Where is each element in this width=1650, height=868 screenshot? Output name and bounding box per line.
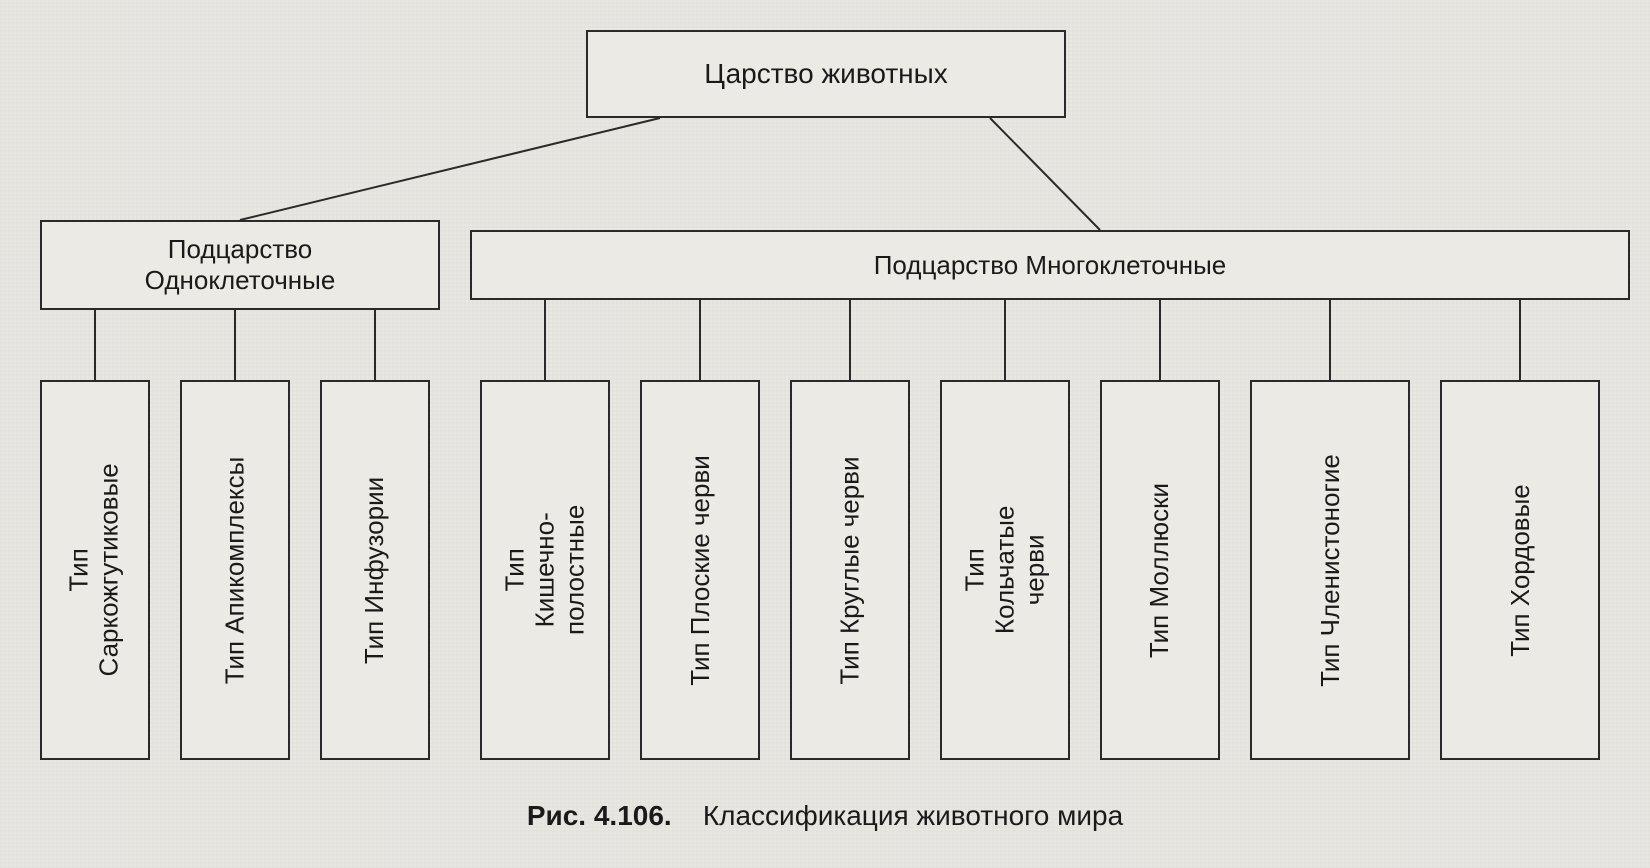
phylum-node: Тип Апикомплексы [180, 380, 290, 760]
phylum-node: Тип Хордовые [1440, 380, 1600, 760]
phylum-label: Тип Членистоногие [1315, 454, 1346, 687]
phylum-node: Тип Кишечно-полостные [480, 380, 610, 760]
figure-caption: Рис. 4.106. Классификация животного мира [0, 800, 1650, 832]
phylum-node: Тип Инфузории [320, 380, 430, 760]
phylum-label: Тип Плоские черви [685, 455, 716, 686]
phylum-label: ТипСаркожгутиковые [65, 463, 125, 676]
subkingdom-node-unicellular: ПодцарствоОдноклеточные [40, 220, 440, 310]
phylum-label: Тип Апикомплексы [220, 456, 251, 684]
phylum-node: ТипСаркожгутиковые [40, 380, 150, 760]
subkingdom-label: Подцарство Многоклеточные [874, 250, 1227, 281]
phylum-label: Тип Кишечно-полостные [500, 505, 590, 635]
root-label: Царство животных [704, 58, 948, 90]
caption-prefix: Рис. 4.106. [527, 800, 672, 831]
phylum-node: Тип Плоские черви [640, 380, 760, 760]
phylum-node: Тип Круглые черви [790, 380, 910, 760]
subkingdom-node-multicellular: Подцарство Многоклеточные [470, 230, 1630, 300]
diagram-canvas: Царство животных Рис. 4.106. Классификац… [0, 0, 1650, 868]
phylum-label: Тип Инфузории [360, 476, 391, 663]
subkingdom-label-line2: Одноклеточные [145, 265, 336, 295]
phylum-node: Тип Моллюски [1100, 380, 1220, 760]
caption-text: Классификация животного мира [703, 800, 1123, 831]
phylum-label: Тип Круглые черви [835, 456, 866, 684]
phylum-label: Тип Хордовые [1505, 484, 1536, 657]
subkingdom-label-line1: Подцарство [168, 234, 312, 264]
phylum-label: Тип Моллюски [1145, 482, 1176, 657]
phylum-node: ТипКольчатые черви [940, 380, 1070, 760]
phylum-node: Тип Членистоногие [1250, 380, 1410, 760]
root-node: Царство животных [586, 30, 1066, 118]
phylum-label: ТипКольчатые черви [960, 506, 1050, 635]
